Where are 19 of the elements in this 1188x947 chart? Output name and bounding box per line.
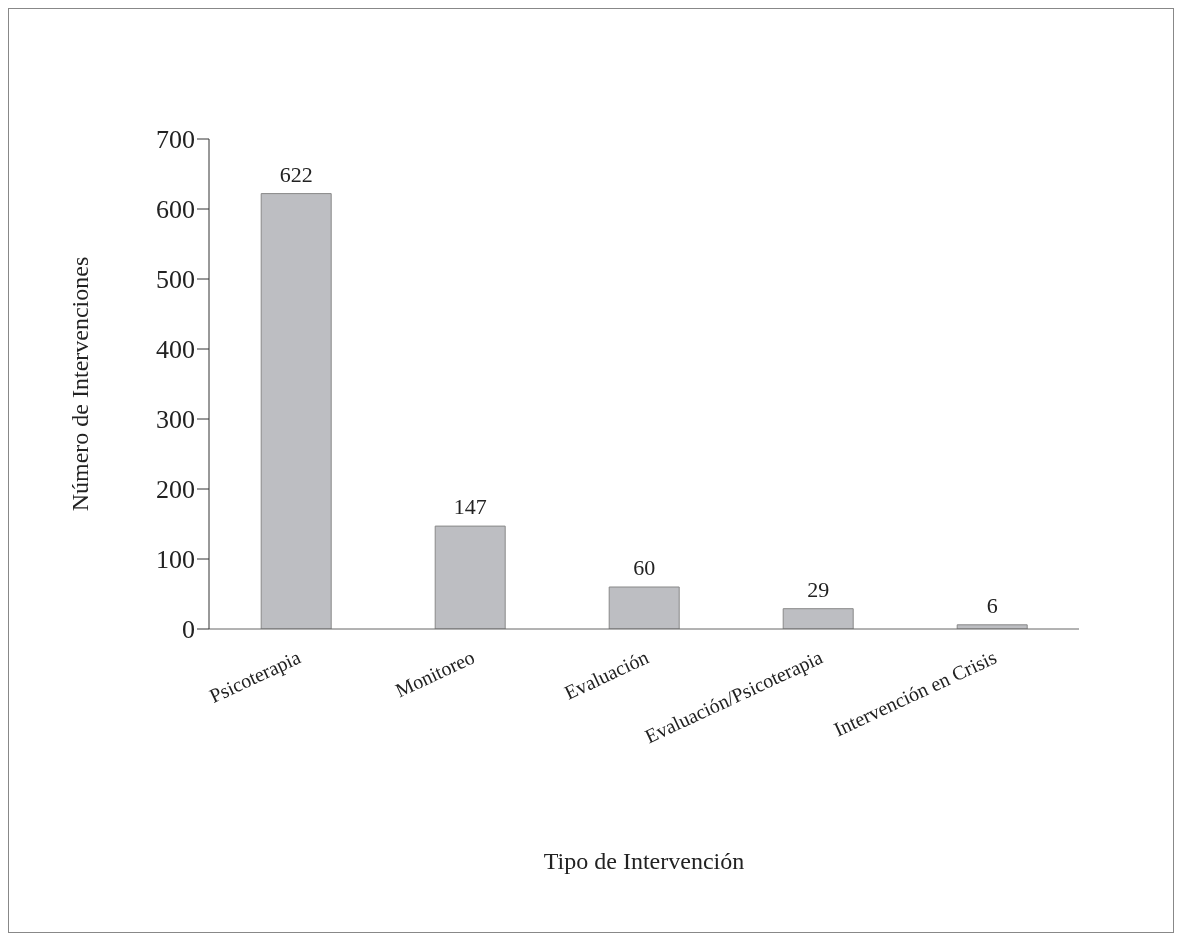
- y-tick-label: 500: [156, 265, 195, 295]
- y-tick-label: 400: [156, 335, 195, 365]
- data-label: 60: [633, 555, 656, 580]
- y-tick-label: 0: [182, 615, 195, 645]
- data-label: 622: [279, 161, 313, 187]
- y-tick-label: 200: [156, 475, 195, 505]
- y-tick-label: 100: [156, 545, 195, 575]
- bar: [260, 193, 332, 629]
- x-axis-title: Tipo de Intervención: [543, 848, 745, 874]
- y-axis-title: Número de Intervenciones: [66, 256, 93, 512]
- data-label: 147: [453, 494, 487, 520]
- y-tick-label: 700: [156, 125, 195, 155]
- bar: [782, 608, 854, 629]
- data-label: 29: [807, 576, 830, 602]
- bar: [608, 586, 680, 629]
- y-tick-label: 600: [156, 195, 195, 225]
- y-tick-label: 300: [156, 405, 195, 435]
- bar: [434, 525, 506, 629]
- data-label: 6: [986, 592, 998, 618]
